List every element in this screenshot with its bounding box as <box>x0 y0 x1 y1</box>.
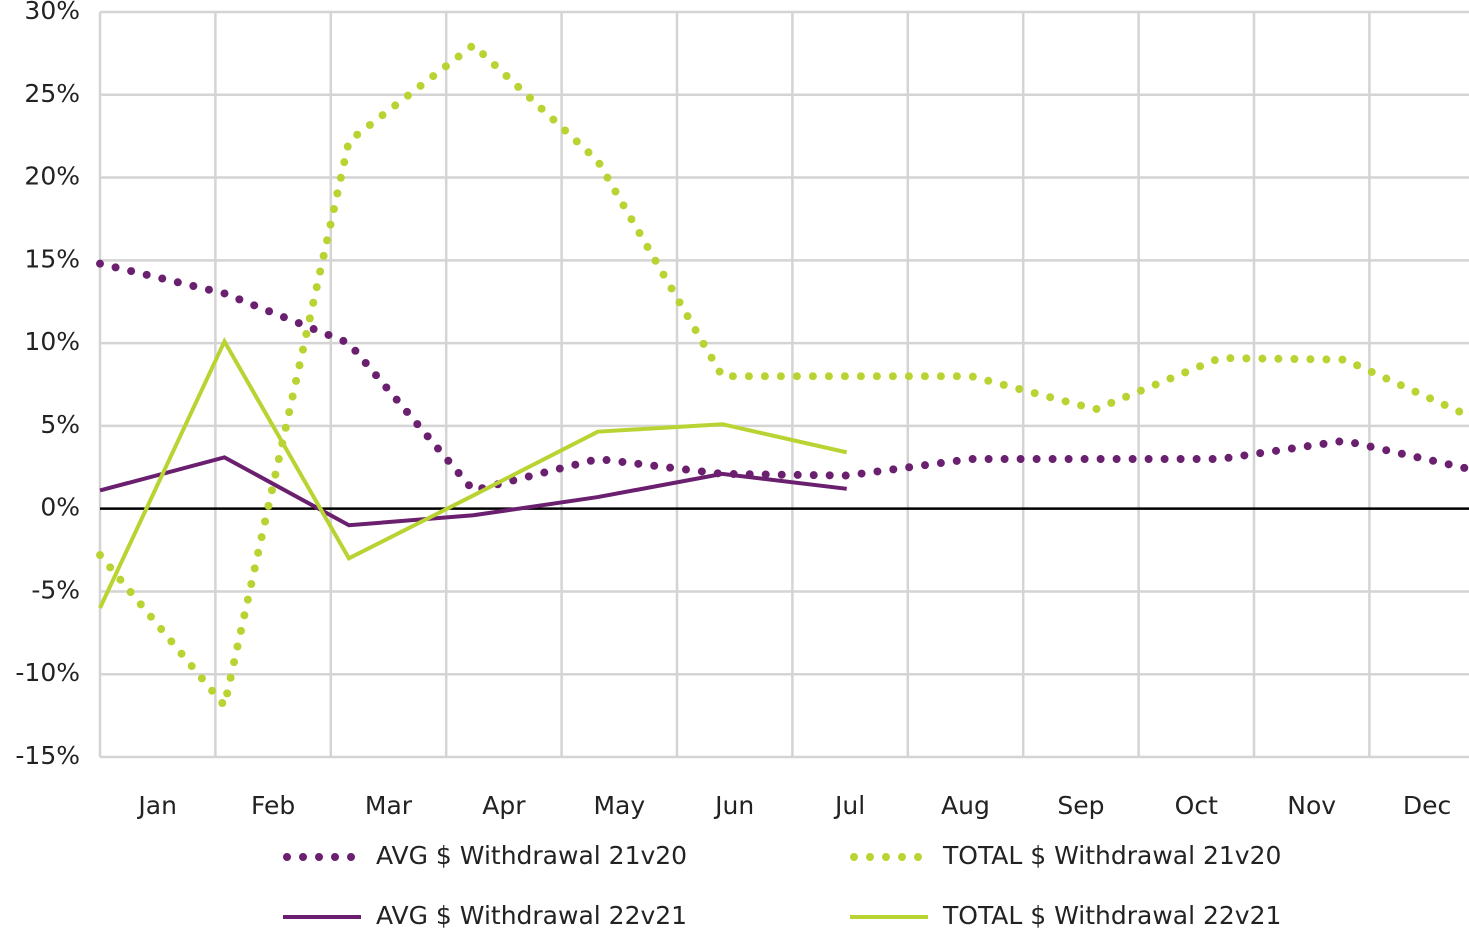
x-tick-label: Oct <box>1175 791 1218 820</box>
legend-label: AVG $ Withdrawal 21v20 <box>376 841 687 870</box>
y-tick-label: -5% <box>31 575 80 604</box>
legend-item: TOTAL $ Withdrawal 21v20 <box>850 841 1281 870</box>
series-line <box>98 337 848 609</box>
legend-label: TOTAL $ Withdrawal 21v20 <box>942 841 1281 870</box>
x-tick-label: Jan <box>136 791 177 820</box>
y-tick-label: 5% <box>40 410 80 439</box>
y-tick-label: 15% <box>24 244 80 273</box>
series-line <box>99 455 847 528</box>
series-line <box>96 39 1469 715</box>
x-tick-label: Jun <box>713 791 754 820</box>
y-tick-label: 10% <box>24 327 80 356</box>
legend-label: TOTAL $ Withdrawal 22v21 <box>942 901 1281 930</box>
y-tick-label: -10% <box>15 658 80 687</box>
x-tick-label: May <box>593 791 645 820</box>
y-tick-label: 30% <box>24 0 80 25</box>
x-tick-label: Sep <box>1057 791 1104 820</box>
x-tick-label: Mar <box>365 791 413 820</box>
legend-item: AVG $ Withdrawal 22v21 <box>283 901 687 930</box>
y-tick-label: 25% <box>24 79 80 108</box>
y-tick-label: 20% <box>24 162 80 191</box>
y-tick-label: 0% <box>40 493 80 522</box>
x-tick-label: Jul <box>833 791 865 820</box>
series-line <box>96 259 1469 495</box>
legend-label: AVG $ Withdrawal 22v21 <box>376 901 687 930</box>
legend-item: TOTAL $ Withdrawal 22v21 <box>850 901 1281 930</box>
x-tick-label: Feb <box>251 791 295 820</box>
x-tick-label: Aug <box>941 791 990 820</box>
x-tick-label: Dec <box>1403 791 1451 820</box>
legend-item: AVG $ Withdrawal 21v20 <box>283 841 687 870</box>
x-tick-label: Apr <box>482 791 526 820</box>
x-tick-label: Nov <box>1287 791 1336 820</box>
y-tick-label: -15% <box>15 741 80 770</box>
